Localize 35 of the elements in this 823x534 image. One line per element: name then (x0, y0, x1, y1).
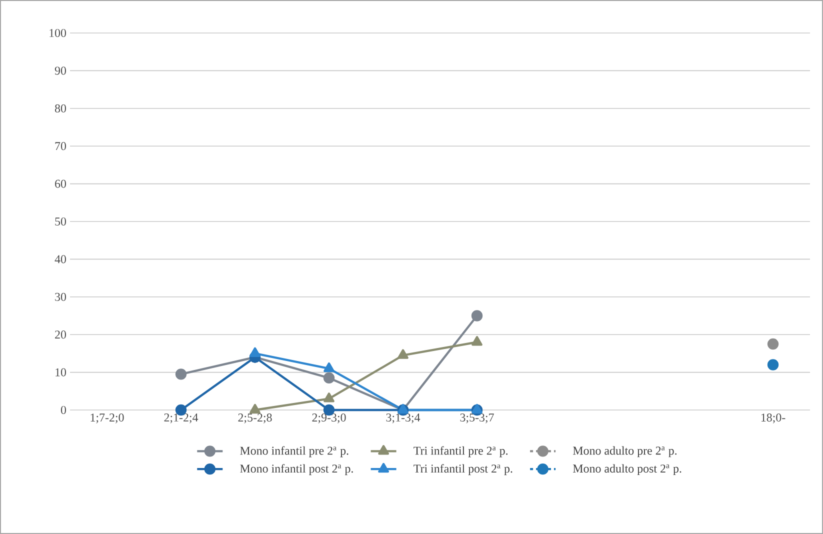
y-tick-label: 60 (55, 180, 66, 188)
legend-label: Tri infantil pre 2$^{a}$ p. (414, 446, 508, 458)
y-tick-label: 50 (55, 217, 66, 226)
y-tick-label: 90 (54, 66, 66, 75)
point (323, 372, 335, 384)
x-tick-label: 3;1-3;4 (386, 414, 420, 424)
y-tick-label: 100 (50, 28, 66, 38)
point (324, 362, 334, 372)
point (250, 404, 260, 414)
y-tick-label: 70 (55, 142, 66, 150)
x-tick-label: 2;1-2;4 (164, 414, 198, 424)
x-tick-label: 18;0- (761, 414, 786, 424)
legend-label: Mono infantil pre 2$^{a}$ p. (240, 446, 348, 458)
legend-label: Mono adulto post 2$^{a}$ p. (573, 464, 682, 476)
x-tick-label: 2;9-3;0 (312, 414, 346, 424)
point (472, 336, 482, 346)
point (767, 359, 779, 370)
y-tick-label: 80 (54, 104, 66, 112)
x-tick-label: 2;5-2;8 (238, 414, 272, 424)
y-tick-label: 10 (56, 368, 66, 376)
point (767, 338, 779, 350)
y-tick-label: 40 (54, 255, 66, 264)
x-tick-label: 1;7-2;0 (90, 414, 124, 424)
legend-label: Mono infantil post 2$^{a}$ p. (240, 464, 353, 476)
point (324, 392, 334, 402)
point (175, 368, 187, 380)
point (471, 310, 483, 322)
x-tick-label: 3;5-3;7 (460, 414, 494, 424)
y-tick-label: 20 (55, 330, 66, 339)
y-tick-label: 0 (60, 406, 66, 414)
legend-label: Tri infantil post 2$^{a}$ p. (414, 464, 512, 476)
point (398, 349, 408, 359)
point (250, 347, 260, 358)
y-tick-label: 30 (55, 292, 66, 301)
legend-label: Mono adulto pre 2$^{a}$ p. (573, 446, 677, 458)
